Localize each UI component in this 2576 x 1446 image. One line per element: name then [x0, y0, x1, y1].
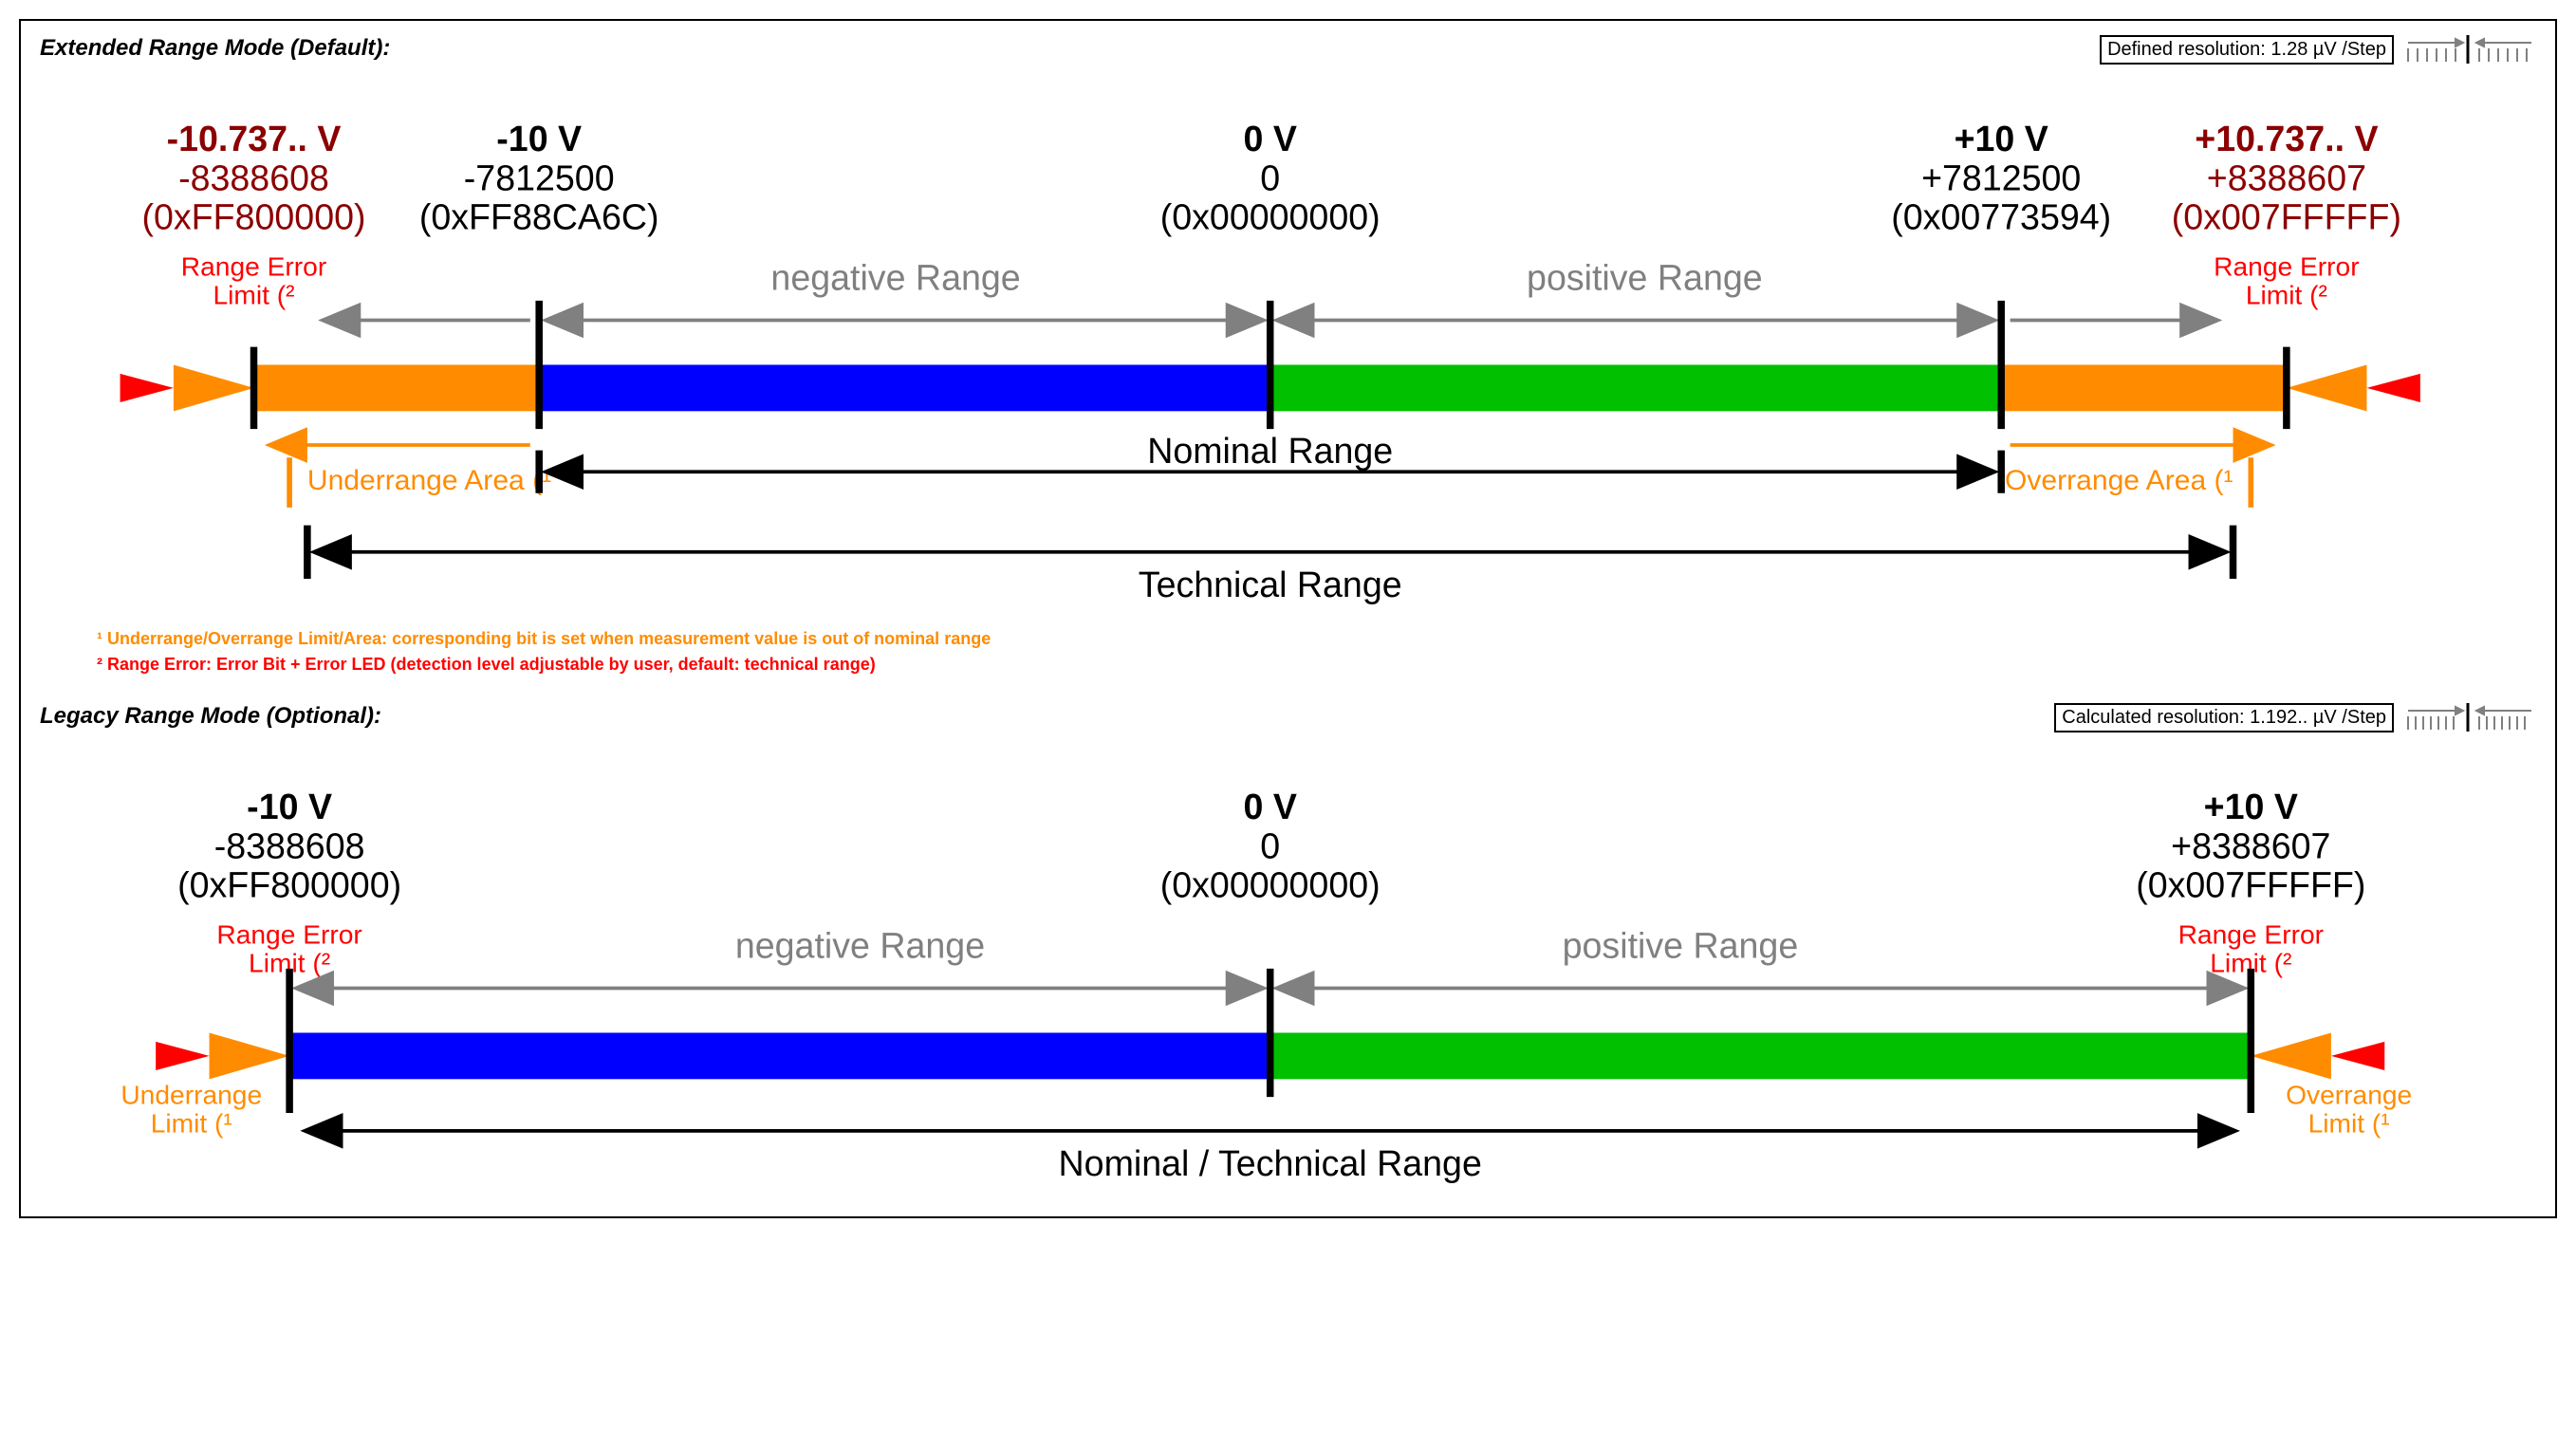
leg-t1-v: 0 V	[1244, 787, 1297, 826]
leg-left-over-arrow-icon	[210, 1032, 290, 1079]
ext-t1-d: -7812500	[464, 158, 615, 197]
left-error-arrow-icon	[120, 374, 174, 402]
leg-t2-h: (0x007FFFFF)	[2136, 864, 2365, 904]
leg-neg-range-label: negative Range	[735, 925, 985, 965]
ext-t3-v: +10 V	[1955, 119, 2048, 158]
ext-t2-d: 0	[1260, 158, 1280, 197]
resolution-ticks-icon	[2403, 35, 2536, 64]
extended-tick-labels: -10.737.. V -8388608 (0xFF800000) -10 V …	[141, 119, 2400, 237]
leg-t1-h: (0x00000000)	[1160, 864, 1381, 904]
ext-underrange-label: Underrange Area (¹	[307, 465, 551, 496]
ext-t0-d: -8388608	[178, 158, 329, 197]
right-over-arrow-icon	[2287, 364, 2367, 411]
extended-resolution-box: Defined resolution: 1.28 µV /Step	[2100, 35, 2394, 65]
ext-t3-h: (0x00773594)	[1891, 197, 2111, 237]
ext-t2-h: (0x00000000)	[1160, 197, 1381, 237]
leg-underrange-label: UnderrangeLimit (¹	[120, 1079, 262, 1138]
resolution-ticks-icon	[2403, 703, 2536, 732]
leg-t0-v: -10 V	[247, 787, 332, 826]
leg-t0-h: (0xFF800000)	[177, 864, 401, 904]
leg-right-over-arrow-icon	[2251, 1032, 2331, 1079]
note-2: ² Range Error: Error Bit + Error LED (de…	[97, 655, 2536, 675]
leg-right-error-arrow-icon	[2331, 1041, 2384, 1069]
ext-t4-v: +10.737.. V	[2195, 119, 2378, 158]
ext-pos-range-label: positive Range	[1527, 258, 1763, 298]
leg-neg-bar	[289, 1032, 1270, 1079]
ext-t4-h: (0x007FFFFF)	[2172, 197, 2401, 237]
ext-t1-h: (0xFF88CA6C)	[419, 197, 659, 237]
ext-nominal-label: Nominal Range	[1147, 431, 1393, 471]
extended-diagram: -10.737.. V -8388608 (0xFF800000) -10 V …	[40, 62, 2536, 615]
leg-pos-bar	[1270, 1032, 2252, 1079]
right-error-arrow-icon	[2366, 374, 2419, 402]
ext-t1-v: -10 V	[496, 119, 582, 158]
leg-t2-d: +8388607	[2171, 825, 2330, 865]
legacy-resolution-box: Calculated resolution: 1.192.. µV /Step	[2054, 703, 2394, 732]
notes: ¹ Underrange/Overrange Limit/Area: corre…	[97, 629, 2536, 675]
ext-pos-over-bar	[2001, 364, 2287, 411]
ext-t0-h: (0xFF800000)	[141, 197, 365, 237]
ext-t0-v: -10.737.. V	[167, 119, 342, 158]
ext-overrange-label: Overrange Area (¹	[2005, 465, 2233, 496]
leg-t0-d: -8388608	[214, 825, 365, 865]
ext-t2-v: 0 V	[1244, 119, 1297, 158]
ext-technical-label: Technical Range	[1139, 565, 1402, 604]
ext-pos-bar	[1270, 364, 2002, 411]
leg-t2-v: +10 V	[2204, 787, 2298, 826]
leg-left-error-arrow-icon	[156, 1041, 209, 1069]
legacy-diagram: -10 V -8388608 (0xFF800000) 0 V 0 (0x000…	[40, 730, 2536, 1194]
note-1: ¹ Underrange/Overrange Limit/Area: corre…	[97, 629, 2536, 649]
leg-t1-d: 0	[1260, 825, 1280, 865]
ext-t3-d: +7812500	[1921, 158, 2081, 197]
ext-neg-bar	[539, 364, 1270, 411]
left-over-arrow-icon	[174, 364, 254, 411]
ext-neg-over-bar	[254, 364, 540, 411]
leg-overrange-label: OverrangeLimit (¹	[2286, 1079, 2412, 1138]
diagram-frame: Extended Range Mode (Default): Defined r…	[19, 19, 2557, 1218]
ext-t4-d: +8388607	[2207, 158, 2366, 197]
leg-pos-range-label: positive Range	[1563, 925, 1799, 965]
ext-neg-range-label: negative Range	[770, 258, 1020, 298]
ext-range-error-right: Range ErrorLimit (²	[2214, 251, 2359, 310]
leg-nominal-label: Nominal / Technical Range	[1059, 1142, 1482, 1182]
ext-range-error-left: Range ErrorLimit (²	[181, 251, 326, 310]
